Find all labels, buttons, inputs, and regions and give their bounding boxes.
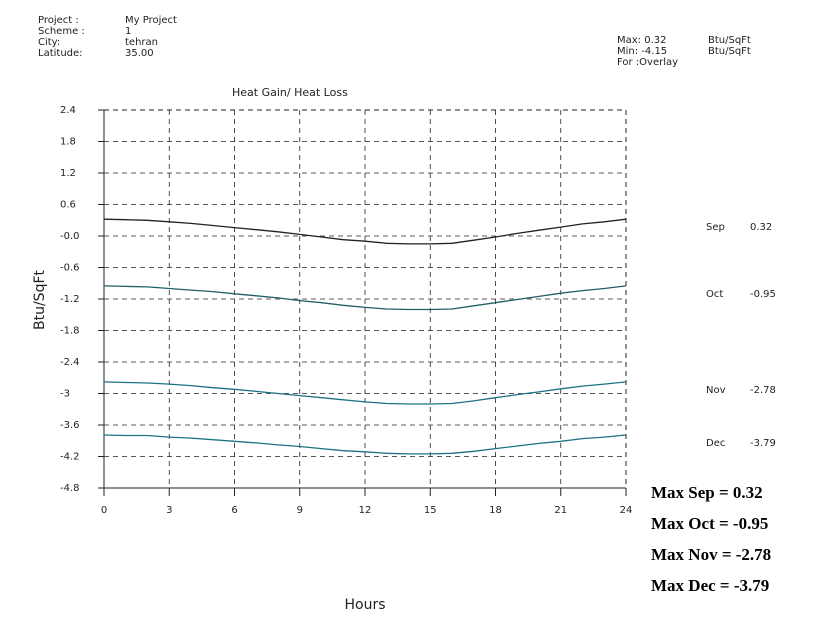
annotation: Max Nov = -2.78 — [651, 545, 771, 564]
y-tick-label: 2.4 — [60, 105, 76, 116]
legend-max: -3.79 — [750, 438, 776, 449]
y-tick-label: -4.8 — [60, 483, 80, 494]
stat-label: Max: 0.32 — [617, 35, 667, 46]
x-tick-label: 0 — [101, 505, 107, 516]
info-value: My Project — [125, 15, 177, 26]
x-tick-label: 21 — [554, 505, 567, 516]
legend-name: Oct — [706, 289, 723, 300]
y-axis-label: Btu/SqFt — [32, 269, 48, 330]
x-tick-label: 18 — [489, 505, 502, 516]
info-value: 1 — [125, 26, 131, 37]
annotation: Max Sep = 0.32 — [651, 483, 763, 502]
y-tick-label: -0.6 — [60, 263, 80, 274]
y-tick-label: 1.2 — [60, 168, 76, 179]
y-tick-label: -0.0 — [60, 231, 80, 242]
stat-label: For :Overlay — [617, 57, 678, 68]
x-tick-label: 6 — [231, 505, 237, 516]
series-line — [103, 381, 627, 405]
series-line — [103, 434, 627, 455]
x-tick-label: 9 — [297, 505, 303, 516]
stat-unit: Btu/SqFt — [708, 35, 751, 46]
series-line — [103, 218, 627, 245]
y-tick-label: -4.2 — [60, 452, 80, 463]
y-tick-label: 0.6 — [60, 200, 76, 211]
series-line — [103, 285, 627, 311]
chart-title: Heat Gain/ Heat Loss — [232, 86, 348, 99]
annotation: Max Oct = -0.95 — [651, 514, 768, 533]
x-axis-label: Hours — [344, 597, 385, 613]
y-tick-label: -3.6 — [60, 420, 80, 431]
info-label: City: — [38, 37, 60, 48]
info-value: 35.00 — [125, 48, 154, 59]
y-tick-label: -1.8 — [60, 326, 80, 337]
legend-name: Nov — [706, 385, 726, 396]
x-tick-label: 3 — [166, 505, 172, 516]
stat-unit: Btu/SqFt — [708, 46, 751, 57]
x-tick-label: 12 — [359, 505, 372, 516]
info-label: Latitude: — [38, 48, 83, 59]
info-label: Project : — [38, 15, 79, 26]
x-tick-label: 15 — [424, 505, 437, 516]
info-value: tehran — [125, 37, 158, 48]
legend-max: -0.95 — [750, 289, 776, 300]
y-tick-label: -2.4 — [60, 357, 80, 368]
y-tick-label: 1.8 — [60, 137, 76, 148]
y-tick-label: -1.2 — [60, 294, 80, 305]
stat-label: Min: -4.15 — [617, 46, 667, 57]
info-label: Scheme : — [38, 26, 85, 37]
legend-max: -2.78 — [750, 385, 776, 396]
legend-name: Sep — [706, 222, 725, 233]
x-tick-label: 24 — [620, 505, 633, 516]
legend-name: Dec — [706, 438, 725, 449]
legend-max: 0.32 — [750, 222, 772, 233]
y-tick-label: -3 — [60, 389, 70, 400]
annotation: Max Dec = -3.79 — [651, 576, 769, 595]
